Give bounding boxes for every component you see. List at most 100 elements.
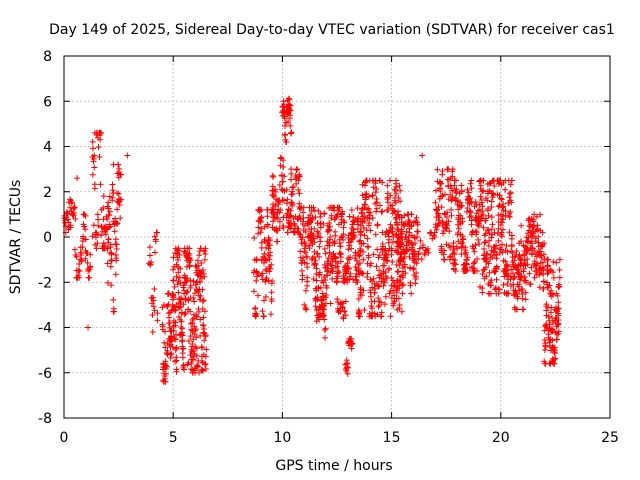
data-point bbox=[253, 257, 260, 264]
data-point bbox=[276, 181, 283, 188]
data-point bbox=[285, 95, 292, 102]
data-point bbox=[425, 249, 432, 256]
data-point bbox=[98, 129, 105, 136]
data-point bbox=[408, 290, 415, 297]
data-point bbox=[100, 193, 107, 200]
data-point bbox=[183, 289, 190, 296]
data-point bbox=[287, 122, 294, 129]
data-point bbox=[452, 261, 459, 268]
data-point bbox=[510, 292, 517, 299]
data-point bbox=[262, 293, 269, 300]
data-point bbox=[381, 262, 388, 269]
data-point bbox=[321, 245, 328, 252]
data-point bbox=[445, 218, 452, 225]
data-point bbox=[280, 224, 287, 231]
data-point bbox=[406, 229, 413, 236]
data-point bbox=[89, 145, 96, 152]
data-point bbox=[488, 204, 495, 211]
data-point bbox=[178, 338, 185, 345]
data-point bbox=[173, 366, 180, 373]
data-point bbox=[419, 152, 426, 159]
data-point bbox=[335, 269, 342, 276]
data-point bbox=[396, 262, 403, 269]
data-point bbox=[149, 311, 156, 318]
data-point bbox=[322, 325, 329, 332]
data-point bbox=[322, 277, 329, 284]
data-point bbox=[414, 228, 421, 235]
data-point bbox=[79, 244, 86, 251]
data-point bbox=[471, 248, 478, 255]
data-point bbox=[551, 344, 558, 351]
data-point bbox=[508, 248, 515, 255]
data-point bbox=[497, 222, 504, 229]
data-point bbox=[387, 288, 394, 295]
data-point bbox=[313, 277, 320, 284]
data-point bbox=[189, 341, 196, 348]
data-point bbox=[448, 196, 455, 203]
data-point bbox=[288, 129, 295, 136]
data-point bbox=[374, 311, 381, 318]
data-point bbox=[264, 223, 271, 230]
data-point bbox=[509, 249, 516, 256]
data-point bbox=[369, 192, 376, 199]
data-point bbox=[198, 260, 205, 267]
data-point bbox=[362, 191, 369, 198]
data-point bbox=[334, 263, 341, 270]
data-point bbox=[484, 250, 491, 257]
data-point bbox=[546, 282, 553, 289]
data-point bbox=[75, 272, 82, 279]
data-point bbox=[344, 370, 351, 377]
data-point bbox=[108, 251, 115, 258]
data-point bbox=[554, 292, 561, 299]
data-point bbox=[177, 304, 184, 311]
data-point bbox=[100, 205, 107, 212]
data-point bbox=[327, 300, 334, 307]
x-tick-label: 25 bbox=[601, 430, 619, 446]
data-point bbox=[173, 344, 180, 351]
data-point bbox=[319, 304, 326, 311]
data-point bbox=[361, 307, 368, 314]
data-point bbox=[329, 262, 336, 269]
y-tick-label: -4 bbox=[38, 321, 52, 337]
data-point bbox=[315, 230, 322, 237]
data-point bbox=[192, 325, 199, 332]
data-point bbox=[449, 173, 456, 180]
data-point bbox=[190, 278, 197, 285]
data-point bbox=[339, 305, 346, 312]
data-point bbox=[165, 301, 172, 308]
data-point bbox=[502, 186, 509, 193]
x-axis-label: GPS time / hours bbox=[275, 458, 392, 474]
data-point bbox=[461, 247, 468, 254]
data-point bbox=[95, 144, 102, 151]
data-point bbox=[366, 215, 373, 222]
data-point bbox=[472, 228, 479, 235]
data-point bbox=[104, 260, 111, 267]
data-point bbox=[351, 219, 358, 226]
data-point bbox=[357, 228, 364, 235]
data-point bbox=[448, 206, 455, 213]
data-point bbox=[520, 265, 527, 272]
data-point bbox=[326, 219, 333, 226]
data-point bbox=[504, 248, 511, 255]
data-point bbox=[384, 257, 391, 264]
data-point bbox=[378, 313, 385, 320]
data-point bbox=[341, 219, 348, 226]
data-point bbox=[367, 276, 374, 283]
data-point bbox=[398, 308, 405, 315]
data-point bbox=[540, 286, 547, 293]
data-point bbox=[109, 194, 116, 201]
data-point bbox=[530, 218, 537, 225]
data-point bbox=[519, 286, 526, 293]
data-point bbox=[201, 337, 208, 344]
data-point bbox=[551, 350, 558, 357]
data-point bbox=[89, 233, 96, 240]
data-point bbox=[201, 273, 208, 280]
data-point bbox=[161, 328, 168, 335]
data-point bbox=[499, 226, 506, 233]
data-point bbox=[375, 283, 382, 290]
data-point bbox=[175, 245, 182, 252]
data-point bbox=[413, 260, 420, 267]
y-axis-label: SDTVAR / TECUs bbox=[8, 180, 24, 295]
data-point bbox=[167, 328, 174, 335]
data-point bbox=[71, 204, 78, 211]
